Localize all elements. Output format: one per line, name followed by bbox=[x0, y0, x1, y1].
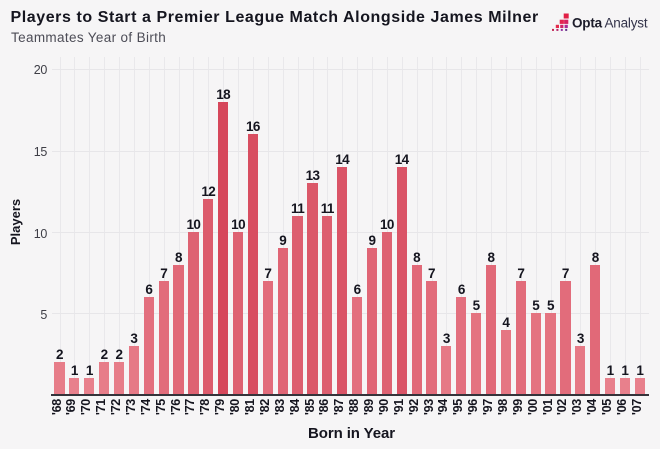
svg-text:Opta: Opta bbox=[572, 16, 603, 31]
svg-text:Analyst: Analyst bbox=[605, 16, 648, 31]
